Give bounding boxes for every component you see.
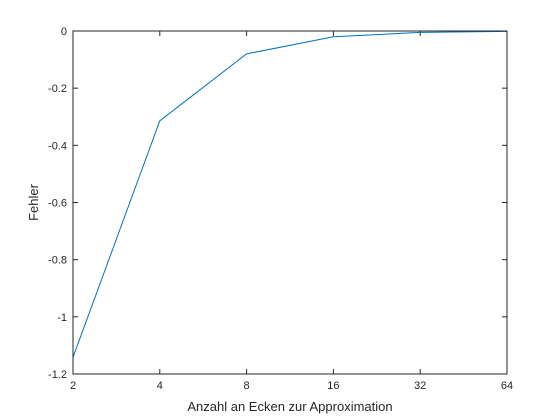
x-axis-label: Anzahl an Ecken zur Approximation — [187, 399, 392, 414]
y-tick-label: -1 — [57, 312, 67, 324]
plot-frame — [72, 30, 508, 375]
y-tick-label: -0.4 — [48, 140, 67, 152]
y-axis-label: Fehler — [26, 183, 41, 221]
y-tick-label: -1.2 — [48, 369, 67, 381]
x-tick-label: 2 — [70, 380, 76, 392]
series-line — [72, 30, 508, 358]
tick-labels: 2 4 8 16 32 64 0 -0.2 -0.4 -0.6 -0.8 -1 -1.2 — [48, 26, 513, 392]
series-layer — [72, 30, 508, 358]
x-tick-label: 16 — [327, 380, 339, 392]
plot-background — [73, 31, 507, 374]
y-tick-label: -0.6 — [48, 198, 67, 210]
x-tick-label: 4 — [157, 380, 163, 392]
x-tick-label: 8 — [244, 380, 250, 392]
y-tick-label: 0 — [61, 26, 67, 38]
x-tick-label: 64 — [501, 380, 513, 392]
y-tick-label: -0.2 — [48, 83, 67, 95]
y-tick-label: -0.8 — [48, 255, 67, 267]
x-tick-label: 32 — [414, 380, 426, 392]
